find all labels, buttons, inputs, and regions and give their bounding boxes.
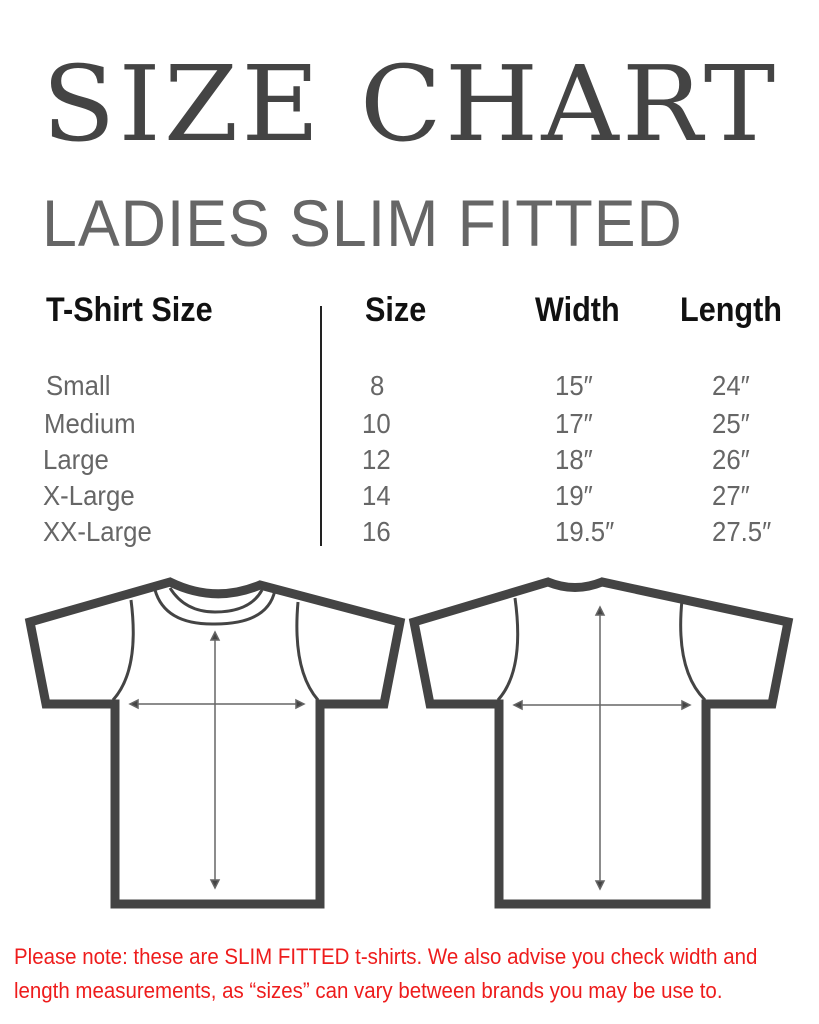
- cell-width: 18″: [555, 444, 593, 475]
- cell-width: 19″: [555, 480, 593, 511]
- cell-length: 27.5″: [712, 516, 772, 547]
- cell-tshirt-size: XX-Large: [43, 516, 152, 547]
- cell-width: 19.5″: [555, 516, 615, 547]
- cell-tshirt-size: Medium: [44, 408, 136, 439]
- cell-tshirt-size: Large: [43, 444, 109, 475]
- header-length: Length: [680, 291, 782, 329]
- cell-size: 10: [362, 408, 391, 439]
- cell-length: 24″: [712, 370, 750, 401]
- header-tshirt-size: T-Shirt Size: [46, 291, 213, 329]
- page-title: SIZE CHART: [42, 43, 779, 165]
- cell-tshirt-size: Small: [46, 370, 111, 401]
- cell-length: 25″: [712, 408, 750, 439]
- header-size: Size: [365, 291, 427, 329]
- t-shirt-back-icon: [408, 577, 794, 909]
- length-arrow-back: [594, 605, 606, 891]
- page-subtitle: LADIES SLIM FITTED: [42, 186, 683, 260]
- width-arrow-back: [512, 699, 692, 711]
- cell-length: 26″: [712, 444, 750, 475]
- cell-tshirt-size: X-Large: [43, 480, 135, 511]
- cell-size: 8: [370, 370, 385, 401]
- column-divider: [320, 306, 322, 546]
- cell-width: 15″: [555, 370, 593, 401]
- length-arrow-front: [209, 630, 221, 890]
- note-line-2: length measurements, as “sizes” can vary…: [14, 978, 723, 1003]
- cell-size: 16: [362, 516, 391, 547]
- cell-size: 14: [362, 480, 391, 511]
- cell-width: 17″: [555, 408, 593, 439]
- cell-length: 27″: [712, 480, 750, 511]
- note-line-1: Please note: these are SLIM FITTED t-shi…: [14, 944, 758, 969]
- header-width: Width: [535, 291, 620, 329]
- cell-size: 12: [362, 444, 391, 475]
- width-arrow-front: [128, 698, 306, 710]
